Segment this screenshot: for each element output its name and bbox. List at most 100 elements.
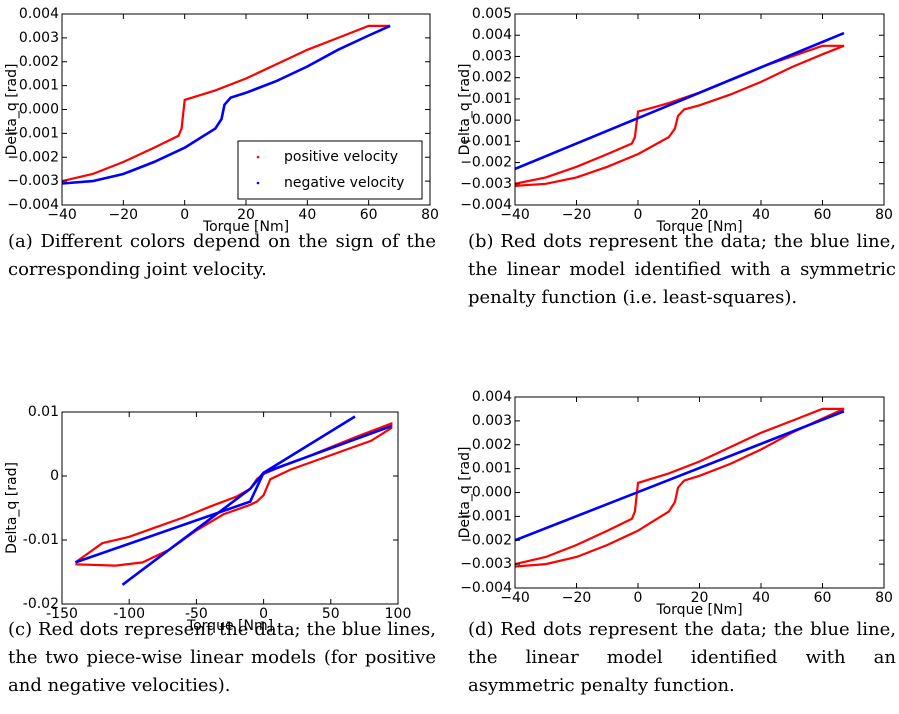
x-tick-label: 100	[385, 606, 412, 622]
data-line	[515, 410, 845, 542]
y-tick-label: 0.005	[472, 6, 512, 22]
data-line	[62, 24, 391, 183]
y-axis-label: Delta_q [rad]	[457, 447, 473, 539]
axes-frame	[514, 396, 885, 589]
y-tick-label: 0	[50, 468, 59, 484]
data-line	[515, 31, 845, 171]
legend-marker	[256, 181, 260, 185]
y-tick-label: −0.002	[7, 149, 59, 165]
y-tick-label: 0.003	[472, 413, 512, 429]
y-tick-label: 0.003	[472, 48, 512, 64]
y-tick-label: 0.01	[28, 404, 59, 420]
x-tick-label: 40	[752, 590, 770, 606]
x-tick-label: 0	[180, 207, 189, 223]
subplot: −40 −20 0 20 40 60 80 −0.004 −0.003 −0.002 −0.001 0…	[457, 6, 893, 235]
y-tick-label: 0.000	[472, 485, 512, 501]
plot-area	[515, 407, 845, 568]
x-tick-label: 20	[237, 207, 255, 223]
legend: positive velocity negative velocity	[237, 140, 423, 200]
plot-area	[62, 24, 391, 185]
y-tick-label: 0.002	[472, 70, 512, 86]
y-tick-label: −0.003	[460, 176, 512, 192]
x-tick-label: −40	[47, 207, 77, 223]
x-tick-label: 20	[691, 590, 709, 606]
x-tick-label: 80	[875, 590, 893, 606]
data-line	[121, 415, 356, 586]
y-tick-label: 0.000	[19, 102, 59, 118]
x-tick-label: 60	[814, 207, 832, 223]
y-tick-label: 0.002	[472, 437, 512, 453]
legend-marker	[256, 155, 260, 159]
y-tick-label: −0.003	[7, 173, 59, 189]
x-tick-label: −40	[500, 207, 530, 223]
subplot: -150 -100 -50 0 50 100 -0.02 -0.01 0 0.01 Torque […	[4, 404, 411, 634]
x-tick-label: 80	[875, 207, 893, 223]
x-tick-label: -150	[46, 606, 78, 622]
y-axis-label: Delta_q [rad]	[457, 64, 473, 156]
x-tick-label: 20	[691, 207, 709, 223]
x-tick-label: 40	[298, 207, 316, 223]
x-tick-label: −20	[562, 590, 592, 606]
y-tick-label: 0.002	[19, 54, 59, 70]
x-tick-label: −20	[562, 207, 592, 223]
y-tick-label: −0.001	[460, 508, 512, 524]
y-tick-label: 0.001	[472, 91, 512, 107]
x-tick-label: -50	[185, 606, 208, 622]
data-line	[515, 44, 845, 187]
x-tick-label: 80	[421, 207, 439, 223]
legend-label: negative velocity	[284, 175, 404, 191]
y-axis-label: Delta_q [rad]	[4, 64, 20, 156]
y-tick-label: 0.004	[472, 389, 512, 405]
data-line	[515, 407, 845, 568]
x-axis-label: Torque [Nm]	[186, 618, 273, 634]
y-tick-label: −0.002	[460, 155, 512, 171]
caption: (c) Red dots represent the data; the blu…	[8, 619, 436, 696]
legend-box	[237, 140, 423, 200]
x-axis-label: Torque [Nm]	[655, 602, 742, 618]
axes-frame	[514, 13, 885, 206]
y-tick-label: −0.002	[460, 532, 512, 548]
y-tick-label: -0.02	[23, 596, 59, 612]
x-tick-label: 0	[634, 590, 643, 606]
y-tick-label: −0.001	[460, 133, 512, 149]
data-line	[62, 24, 391, 185]
x-axis-label: Torque [Nm]	[202, 219, 289, 235]
x-tick-label: 40	[752, 207, 770, 223]
axes-frame	[61, 13, 431, 206]
caption: (a) Different colors depend on the sign …	[8, 231, 436, 280]
y-tick-label: −0.001	[7, 125, 59, 141]
x-tick-label: 0	[259, 606, 268, 622]
y-tick-label: 0.003	[19, 30, 59, 46]
y-axis-label: Delta_q [rad]	[4, 462, 20, 554]
x-tick-label: 0	[634, 207, 643, 223]
data-line	[74, 424, 392, 564]
x-tick-label: −40	[500, 590, 530, 606]
y-tick-label: -0.01	[23, 532, 59, 548]
y-tick-label: 0.004	[472, 27, 512, 43]
subplot: −40 −20 0 20 40 60 80 −0.004 −0.003 −0.002 −0.001 0…	[4, 6, 439, 235]
caption: (d) Red dots represent the data; the blu…	[468, 619, 896, 696]
data-line	[74, 421, 393, 567]
x-tick-label: 60	[814, 590, 832, 606]
y-tick-label: 0.000	[472, 112, 512, 128]
x-axis-label: Torque [Nm]	[655, 219, 742, 235]
y-tick-label: −0.004	[460, 197, 512, 213]
x-tick-label: 50	[322, 606, 340, 622]
y-tick-label: −0.003	[460, 556, 512, 572]
y-tick-label: −0.004	[7, 197, 59, 213]
y-tick-label: −0.004	[460, 580, 512, 596]
x-tick-label: -100	[113, 606, 145, 622]
y-tick-label: 0.001	[472, 461, 512, 477]
plot-area	[74, 415, 393, 586]
y-tick-label: 0.004	[19, 6, 59, 22]
legend-label: positive velocity	[284, 149, 398, 165]
plot-area	[515, 31, 845, 187]
y-tick-label: 0.001	[19, 78, 59, 94]
x-tick-label: −20	[109, 207, 139, 223]
caption: (b) Red dots represent the data; the blu…	[468, 231, 896, 308]
subplot: −40 −20 0 20 40 60 80 −0.004 −0.003 −0.002 −0.001 0…	[457, 389, 893, 618]
x-tick-label: 60	[360, 207, 378, 223]
axes-frame	[61, 411, 399, 605]
